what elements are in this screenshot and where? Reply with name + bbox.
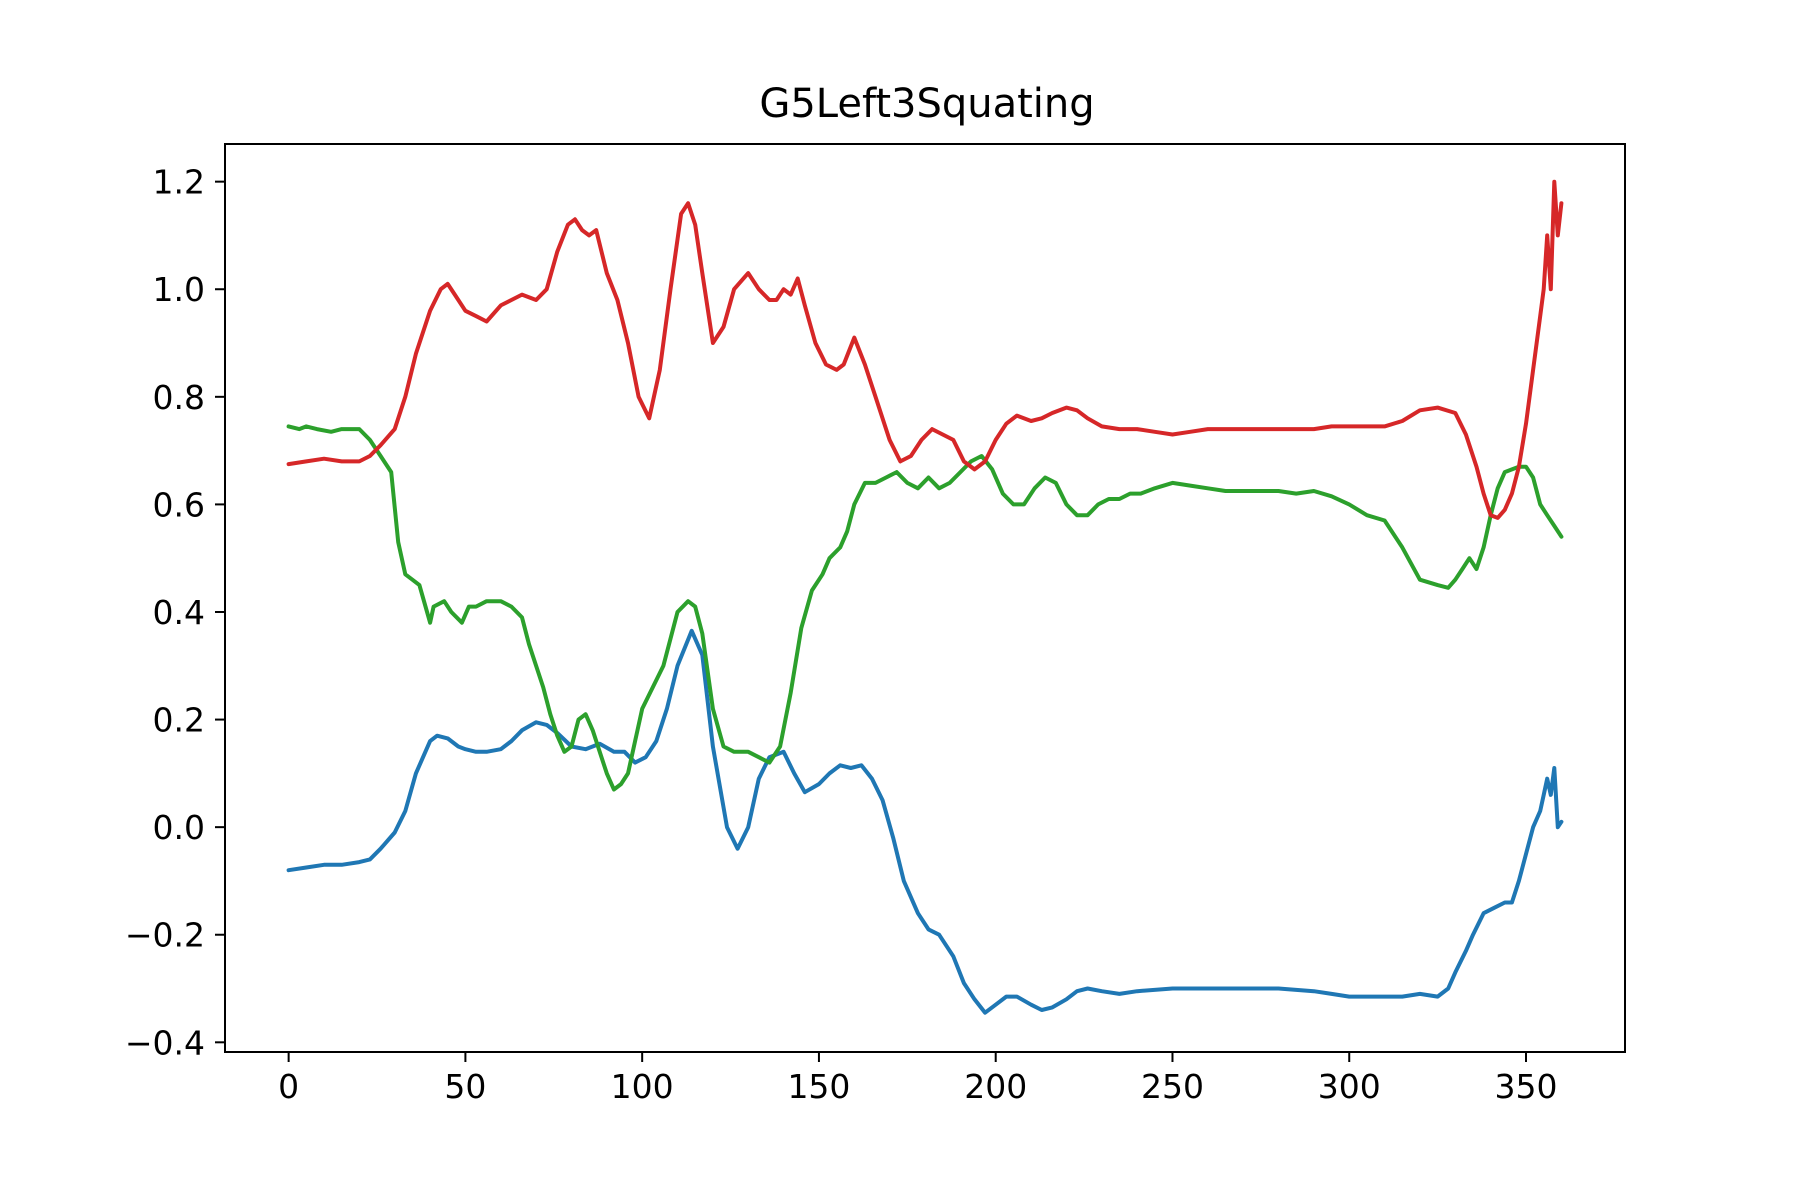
y-tick-label: −0.2	[125, 916, 205, 955]
x-tick-label: 150	[787, 1067, 850, 1106]
x-tick-label: 50	[444, 1067, 486, 1106]
plot-frame	[224, 143, 1626, 1053]
y-tick-label: 1.0	[153, 270, 205, 309]
chart-title: G5Left3Squating	[759, 81, 1094, 127]
y-tick-label: 0.6	[153, 485, 205, 524]
series-line-2	[286, 424, 1564, 792]
x-axis: 0 50 100 150 200 250 300 350	[278, 1052, 1558, 1106]
y-axis: −0.4 −0.2 0.0 0.2 0.4 0.6 0.8 1.0 1.2	[125, 163, 225, 1062]
series-line-1	[286, 628, 1564, 1015]
y-tick-label: 0.8	[153, 378, 205, 417]
series-line-3	[286, 179, 1564, 520]
y-tick-label: 0.4	[153, 593, 205, 632]
x-tick-label: 200	[964, 1067, 1027, 1106]
x-tick-label: 350	[1495, 1067, 1558, 1106]
y-tick-label: −0.4	[125, 1023, 205, 1062]
x-tick-label: 300	[1318, 1067, 1381, 1106]
plot-area	[286, 179, 1564, 1015]
y-tick-label: 0.2	[153, 701, 205, 740]
x-tick-label: 0	[278, 1067, 299, 1106]
y-tick-label: 1.2	[153, 163, 205, 202]
x-tick-label: 100	[611, 1067, 674, 1106]
x-tick-label: 250	[1141, 1067, 1204, 1106]
y-tick-label: 0.0	[153, 808, 205, 847]
